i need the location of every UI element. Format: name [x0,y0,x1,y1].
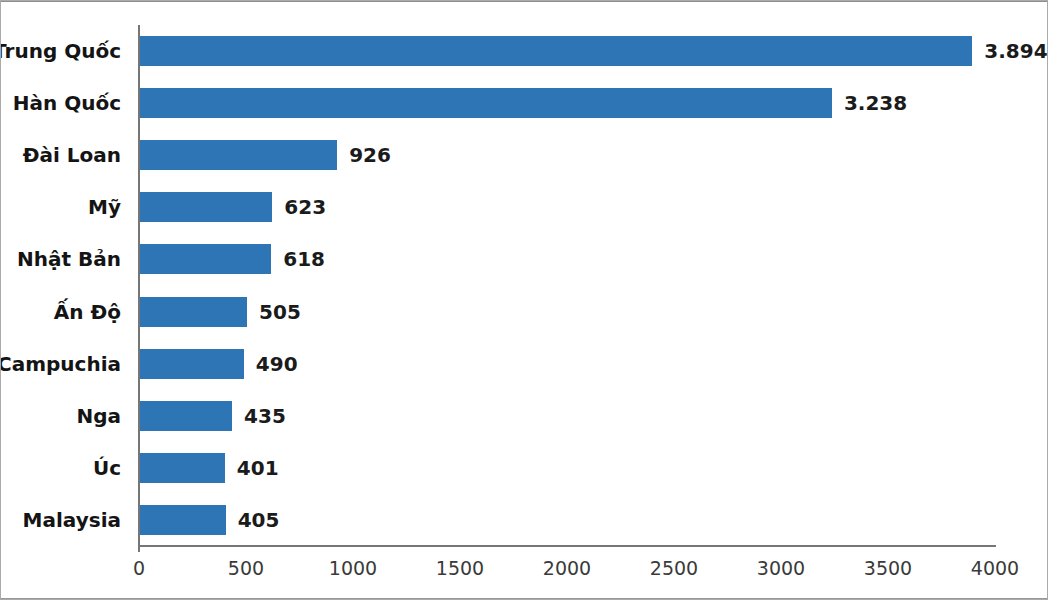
value-axis-tick-label: 500 [228,557,264,579]
bar-row: 3.894 [139,25,995,77]
bar-row: 618 [139,233,995,285]
bar-row: 3.238 [139,77,995,129]
bar-row: 490 [139,338,995,390]
value-axis-tick-label: 3000 [757,557,805,579]
bar-value-label: 926 [349,145,391,165]
category-label: Úc [0,442,121,494]
bar [139,140,337,170]
bar-value-label: 435 [244,406,286,426]
bar-value-label: 401 [237,458,279,478]
bar-value-label: 618 [283,249,325,269]
plot-area: 3.894 3.238 926 623 618 505 490 435 401 405 [139,25,995,546]
category-label: Malaysia [0,494,121,546]
bar [139,297,247,327]
value-axis-tick-labels: 0 500 1000 1500 2000 2500 3000 3500 4000 [0,557,1048,587]
bar-row: 623 [139,181,995,233]
bar-value-label: 490 [256,354,298,374]
bar-value-label: 3.238 [844,93,907,113]
category-axis-line [138,25,140,552]
bar-value-label: 623 [284,197,326,217]
bar [139,505,226,535]
bar [139,349,244,379]
value-axis-tick-label: 2000 [543,557,591,579]
bar [139,401,232,431]
value-axis-tick-label: 1500 [436,557,484,579]
bar-row: 435 [139,390,995,442]
bar-row: 405 [139,494,995,546]
category-label: Nhật Bản [0,233,121,285]
bar-row: 401 [139,442,995,494]
value-axis-tick-label: 0 [133,557,145,579]
bar-row: 505 [139,285,995,337]
bar [139,36,972,66]
category-label: Trung Quốc [0,25,121,77]
bar [139,192,272,222]
category-label: Đài Loan [0,129,121,181]
bar-value-label: 405 [238,510,280,530]
bar-value-label: 505 [259,302,301,322]
value-axis-tick-label: 3500 [864,557,912,579]
value-axis-line [138,545,996,547]
bar [139,88,832,118]
category-label: Ấn Độ [0,285,121,337]
category-label: Mỹ [0,181,121,233]
bar [139,453,225,483]
value-axis-tick-label: 1000 [329,557,377,579]
category-label: Nga [0,390,121,442]
category-label: Campuchia [0,338,121,390]
value-axis-tick-label: 2500 [650,557,698,579]
bar [139,244,271,274]
category-label: Hàn Quốc [0,77,121,129]
bar-row: 926 [139,129,995,181]
category-axis-labels: Trung QuốcHàn QuốcĐài LoanMỹNhật BảnẤn Đ… [0,25,121,546]
value-axis-tick-label: 4000 [971,557,1019,579]
bar-value-label: 3.894 [984,41,1047,61]
